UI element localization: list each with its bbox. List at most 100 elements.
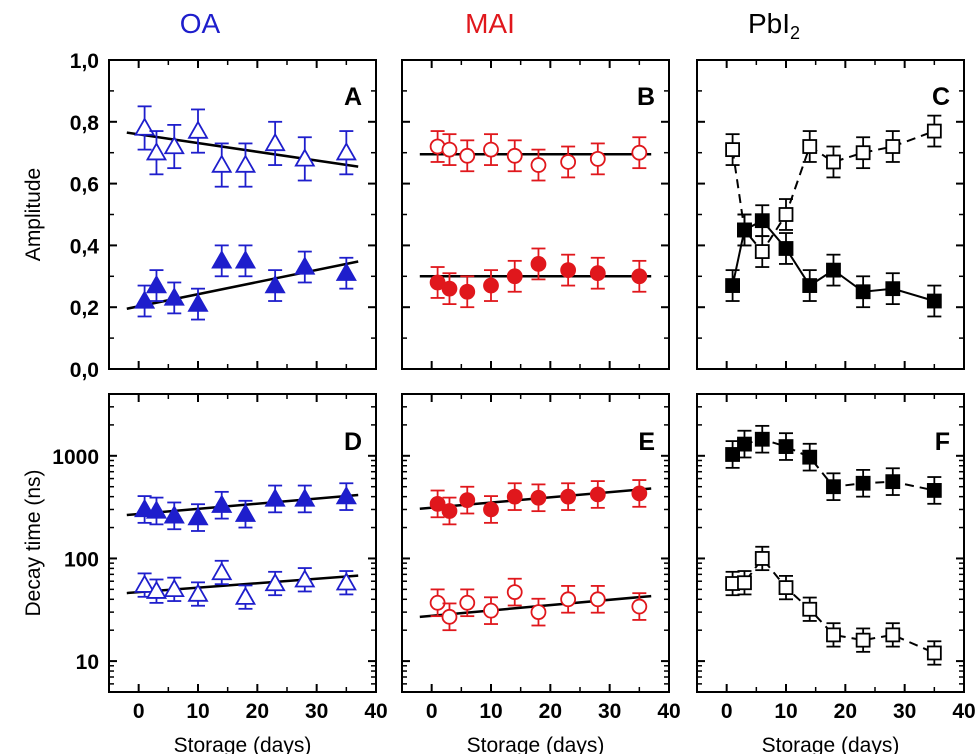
data-point	[459, 147, 476, 164]
data-point	[506, 147, 523, 164]
data-point	[754, 551, 770, 566]
panel-letter: C	[932, 83, 950, 111]
y-tick-label: 0,2	[70, 297, 99, 320]
data-point	[530, 489, 547, 506]
data-point	[294, 256, 316, 275]
column-title-mai: MAI	[400, 8, 580, 40]
data-point	[737, 436, 752, 452]
data-point	[145, 580, 168, 599]
data-point	[885, 281, 901, 297]
data-point	[335, 485, 357, 505]
panel-frame	[108, 393, 377, 693]
data-point	[145, 141, 168, 161]
panel-D	[108, 393, 377, 693]
data-point	[560, 262, 577, 279]
data-point	[483, 277, 499, 294]
data-point	[441, 280, 458, 297]
data-point	[483, 602, 499, 619]
data-point	[483, 501, 499, 518]
column-title-mai-text: MAI	[465, 8, 515, 39]
fit-line	[126, 493, 359, 517]
data-point	[778, 439, 794, 454]
data-point	[163, 135, 185, 155]
data-point	[187, 120, 209, 139]
data-point	[264, 132, 286, 152]
data-point	[211, 250, 233, 269]
data-point	[855, 145, 871, 161]
data-point	[855, 632, 871, 648]
panel-B	[401, 59, 670, 370]
column-title-pbi2: PbI2	[684, 8, 864, 44]
data-point	[737, 222, 752, 238]
data-point	[234, 154, 257, 173]
data-point	[826, 154, 841, 170]
panel-frame	[401, 59, 670, 370]
data-point	[211, 561, 233, 581]
data-point	[294, 148, 316, 167]
x-tick-label: 40	[364, 700, 387, 723]
data-point	[145, 500, 168, 519]
data-point	[234, 250, 257, 269]
data-point	[926, 483, 942, 498]
data-point	[163, 287, 185, 306]
data-point	[802, 601, 818, 617]
column-title-pbi2-subscript: 2	[790, 23, 801, 43]
data-point	[754, 244, 770, 259]
column-title-pbi2-text: PbI	[747, 8, 790, 39]
panel-A	[108, 59, 377, 370]
data-point	[335, 141, 357, 161]
data-point	[506, 488, 523, 505]
data-point	[802, 139, 818, 154]
data-point	[145, 274, 168, 294]
panel-F	[696, 393, 965, 693]
data-point	[335, 571, 357, 591]
data-point	[778, 580, 794, 596]
data-point	[631, 268, 648, 285]
data-point	[234, 586, 257, 605]
data-point	[294, 568, 316, 588]
panel-letter: E	[638, 428, 655, 456]
data-point	[134, 574, 156, 593]
data-point	[855, 284, 871, 300]
data-point	[459, 594, 476, 611]
data-point	[802, 449, 818, 465]
x-tick-label: 0	[133, 700, 145, 723]
data-point	[163, 505, 185, 524]
data-point	[754, 431, 770, 447]
panel-letter: A	[344, 83, 362, 111]
panel-letter: D	[344, 428, 362, 456]
data-point	[926, 645, 942, 661]
y-tick-label: 1000	[52, 446, 99, 469]
data-point	[134, 498, 156, 518]
x-tick-label: 10	[479, 700, 502, 723]
data-point	[441, 141, 458, 158]
y-tick-label: 0,6	[70, 174, 99, 197]
panel-frame	[401, 393, 670, 693]
data-point	[778, 241, 794, 256]
x-tick-label: 40	[657, 700, 680, 723]
data-point	[560, 154, 577, 170]
data-point	[826, 479, 841, 495]
column-title-oa-text: OA	[179, 8, 221, 39]
data-point	[778, 207, 794, 222]
data-point	[264, 488, 286, 507]
x-tick-label: 30	[305, 700, 328, 723]
x-axis-label: Storage (days)	[467, 734, 605, 754]
data-point	[264, 274, 286, 294]
data-point	[459, 492, 476, 509]
data-point	[211, 494, 233, 513]
x-tick-label: 20	[539, 700, 562, 723]
data-point	[631, 598, 648, 615]
x-axis-label: Storage (days)	[762, 734, 900, 754]
fit-line	[126, 260, 359, 310]
data-point	[826, 262, 841, 278]
x-tick-label: 30	[893, 700, 916, 723]
data-point	[506, 268, 523, 285]
data-point	[560, 488, 577, 505]
data-point	[754, 213, 770, 229]
data-point	[589, 486, 606, 503]
panel-C	[696, 59, 965, 370]
data-point	[826, 627, 841, 643]
data-point	[560, 591, 577, 608]
